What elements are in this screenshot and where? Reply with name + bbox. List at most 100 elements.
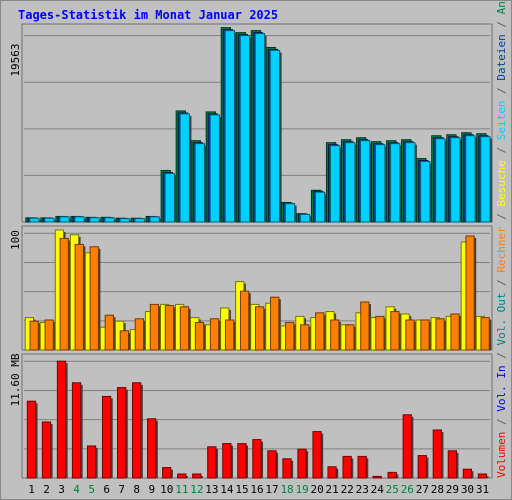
- x-tick-label-day-23: 23: [356, 483, 369, 496]
- bar-volumen-day-9: [147, 418, 157, 479]
- bar-volumen-day-7: [117, 387, 127, 479]
- x-tick-label-day-27: 27: [416, 483, 429, 496]
- x-tick-label-day-13: 13: [205, 483, 218, 496]
- bar-seiten-day-28: [435, 138, 446, 223]
- bar-volumen-day-29: [447, 450, 457, 479]
- bar-volumen-day-18: [282, 458, 292, 479]
- bar-volumen-day-1: [26, 400, 37, 479]
- bar-seiten-day-6: [104, 217, 115, 223]
- bar-volumen-day-12: [192, 473, 202, 479]
- bar-rechner-day-20: [315, 312, 325, 351]
- x-tick-label-day-7: 7: [118, 483, 125, 496]
- x-tick-label-day-15: 15: [235, 483, 248, 496]
- x-tick-label-day-17: 17: [265, 483, 278, 496]
- legend-entry: /: [495, 14, 508, 34]
- legend-entry: Vol. In: [495, 365, 508, 411]
- x-tick-label-day-24: 24: [371, 483, 385, 496]
- bar-rechner-day-6: [104, 314, 114, 351]
- bar-volumen-day-31: [477, 473, 488, 479]
- x-tick-label-day-28: 28: [431, 483, 444, 496]
- bar-rechner-day-14: [224, 319, 235, 351]
- bar-rechner-day-12: [194, 321, 205, 351]
- legend-entry: Seiten: [495, 100, 508, 140]
- x-tick-label-day-29: 29: [446, 483, 459, 496]
- bar-seiten-day-2: [44, 217, 55, 223]
- bar-rechner-day-24: [375, 315, 385, 351]
- bar-seiten-day-19: [299, 213, 311, 223]
- bar-volumen-day-17: [267, 450, 277, 479]
- bar-rechner-day-30: [465, 235, 475, 351]
- x-tick-label-day-5: 5: [88, 483, 95, 496]
- bar-rechner-day-9: [149, 303, 160, 351]
- bar-seiten-day-18: [284, 203, 296, 223]
- bar-rechner-day-15: [239, 290, 250, 351]
- panel-middle-max-label: 100: [9, 230, 22, 250]
- bar-seiten-day-26: [405, 142, 416, 223]
- bar-rechner-day-3: [59, 237, 69, 351]
- bar-volumen-day-6: [101, 395, 112, 479]
- bar-seiten-day-5: [89, 217, 100, 223]
- x-tick-label-day-4: 4: [73, 483, 80, 496]
- legend-entry: /: [495, 81, 508, 101]
- bar-volumen-day-15: [237, 443, 247, 479]
- bar-seiten-day-14: [224, 30, 236, 223]
- legend-entry: /: [495, 206, 508, 226]
- legend-entry: /: [495, 346, 508, 366]
- bar-rechner-day-31: [480, 317, 490, 351]
- bar-seiten-day-12: [194, 143, 205, 223]
- bar-volumen-day-19: [297, 448, 307, 479]
- bar-seiten-day-25: [390, 143, 401, 223]
- bar-rechner-day-1: [29, 320, 39, 351]
- bar-volumen-day-28: [432, 429, 442, 479]
- bar-rechner-day-29: [450, 313, 460, 351]
- bar-seiten-day-8: [134, 218, 145, 223]
- x-tick-label-day-1: 1: [28, 483, 35, 496]
- bar-seiten-day-20: [314, 191, 326, 223]
- bar-seiten-day-9: [149, 216, 160, 223]
- bar-seiten-day-15: [239, 35, 251, 223]
- bar-volumen-day-11: [177, 473, 187, 479]
- bar-volumen-day-25: [387, 471, 397, 479]
- legend-entry: /: [495, 273, 508, 293]
- bar-rechner-day-19: [300, 324, 310, 351]
- bar-volumen-day-21: [327, 466, 337, 479]
- bar-rechner-day-22: [345, 324, 355, 351]
- bar-volumen-day-16: [252, 439, 262, 479]
- legend-entry: Anfragen: [495, 0, 508, 14]
- bar-rechner-day-25: [390, 311, 400, 351]
- bar-volumen-day-3: [56, 360, 67, 479]
- bar-seiten-day-21: [329, 145, 341, 223]
- bar-rechner-day-16: [254, 306, 265, 351]
- bar-seiten-day-17: [269, 49, 281, 223]
- bar-volumen-day-20: [312, 431, 322, 479]
- x-tick-label-day-22: 22: [341, 483, 354, 496]
- bar-rechner-day-27: [420, 319, 430, 351]
- x-tick-label-day-11: 11: [175, 483, 188, 496]
- bar-rechner-day-4: [74, 243, 84, 351]
- bar-volumen-day-30: [462, 468, 473, 479]
- x-tick-label-day-8: 8: [133, 483, 140, 496]
- bar-rechner-day-7: [119, 330, 129, 351]
- bar-rechner-day-23: [360, 301, 370, 351]
- x-tick-label-day-14: 14: [220, 483, 234, 496]
- x-tick-label-day-21: 21: [326, 483, 339, 496]
- panel-top-max-label: 19563: [9, 43, 22, 76]
- x-tick-label-day-18: 18: [280, 483, 293, 496]
- x-tick-label-day-20: 20: [311, 483, 324, 496]
- bar-volumen-day-23: [357, 455, 367, 479]
- x-tick-label-day-26: 26: [401, 483, 414, 496]
- bar-rechner-day-17: [270, 296, 280, 351]
- right-legend: Volumen / Vol. In / Vol. Out / Rechner /…: [495, 0, 508, 478]
- legend-entry: Vol. Out: [495, 293, 508, 346]
- bar-rechner-day-10: [164, 305, 175, 351]
- bar-seiten-day-1: [29, 217, 40, 223]
- bar-seiten-day-11: [179, 113, 190, 223]
- bar-seiten-day-27: [420, 161, 431, 223]
- x-tick-label-day-6: 6: [103, 483, 110, 496]
- bar-seiten-day-16: [254, 33, 266, 223]
- bar-seiten-day-29: [450, 137, 461, 223]
- panel-bottom-max-label: 11.60 MB: [9, 353, 22, 406]
- bar-volumen-day-24: [372, 475, 382, 479]
- legend-entry: /: [495, 412, 508, 432]
- bar-seiten-day-31: [480, 136, 491, 223]
